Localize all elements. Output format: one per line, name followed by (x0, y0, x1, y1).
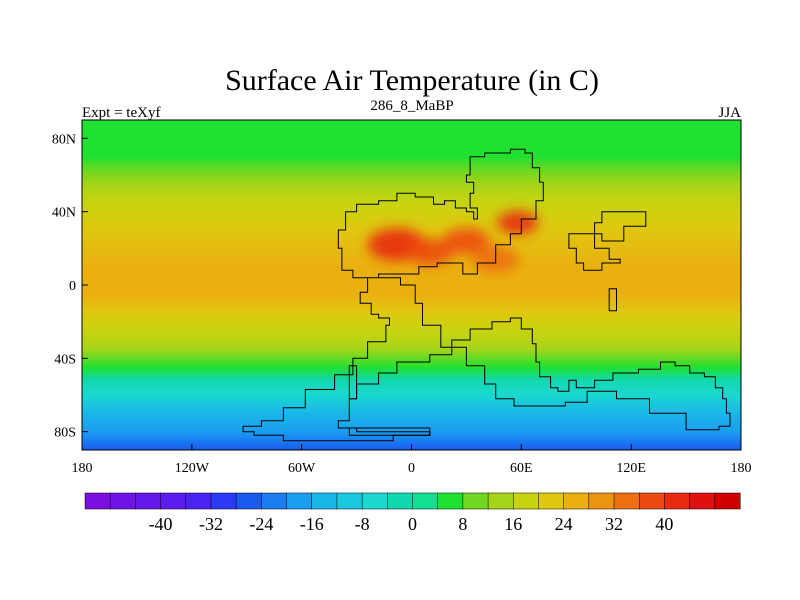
colorbar-label: -8 (355, 514, 370, 534)
colorbar-label: 32 (605, 514, 623, 534)
colorbar-box (135, 492, 162, 510)
continent-outline (242, 148, 731, 442)
colorbar-label: 8 (458, 514, 467, 534)
colorbar-box (513, 492, 540, 510)
colorbar-box (336, 492, 363, 510)
island-outline (568, 233, 621, 271)
island-outline (608, 288, 617, 312)
subtitle-right: JJA (718, 105, 741, 121)
pangaea-outline (242, 148, 731, 442)
island-outline (348, 365, 358, 400)
subtitle-center: 286_8_MaBP (370, 98, 453, 114)
colorbar-label: -24 (249, 514, 273, 534)
colorbar-box (160, 492, 187, 510)
subtitle-left: Expt = teXyf (82, 105, 160, 121)
x-tick-label: 180 (72, 461, 93, 476)
colorbar-label: -16 (300, 514, 324, 534)
colorbar-box (286, 492, 313, 510)
y-tick-label: 40N (52, 206, 76, 221)
colorbar-box (638, 492, 665, 510)
y-tick-label: 80N (52, 132, 76, 147)
colorbar-box (387, 492, 414, 510)
colorbar-label: 16 (504, 514, 522, 534)
x-tick-label: 60E (510, 461, 533, 476)
x-tick-label: 0 (408, 461, 415, 476)
colorbar-box (261, 492, 288, 510)
island-outline (348, 427, 431, 436)
colorbar-box (84, 492, 111, 510)
colorbar-label: -32 (199, 514, 223, 534)
colorbar-label: 40 (655, 514, 673, 534)
x-tick-label: 120E (616, 461, 646, 476)
colorbar-box (613, 492, 640, 510)
colorbar-box (563, 492, 590, 510)
colorbar: -40 -32 -24 -16 -8 0 8 16 24 32 40 (84, 492, 741, 534)
colorbar-box (664, 492, 691, 510)
x-tick-label: 60W (288, 461, 316, 476)
chart-title: Surface Air Temperature (in C) (225, 64, 599, 97)
colorbar-box (210, 492, 237, 510)
x-tick-label: 120W (175, 461, 210, 476)
colorbar-label: 0 (408, 514, 417, 534)
x-axis: 180 120W 60W 0 60E 120E 180 (72, 444, 752, 476)
island-outline (594, 211, 647, 242)
colorbar-box (462, 492, 489, 510)
colorbar-box (487, 492, 514, 510)
x-tick-label: 180 (731, 461, 752, 476)
y-axis: 80N 40N 0 40S 80S (52, 132, 88, 441)
warm-anomaly (497, 211, 539, 235)
colorbar-box (714, 492, 741, 510)
temperature-map (81, 119, 742, 451)
warm-anomaly (442, 227, 490, 255)
colorbar-box (588, 492, 615, 510)
colorbar-box (361, 492, 388, 510)
y-tick-label: 80S (54, 426, 76, 441)
y-tick-label: 40S (54, 352, 76, 367)
colorbar-label: 24 (555, 514, 573, 534)
colorbar-box (235, 492, 262, 510)
warm-anomaly (406, 238, 454, 266)
colorbar-box (689, 492, 716, 510)
y-tick-label: 0 (69, 279, 76, 294)
colorbar-box (311, 492, 338, 510)
colorbar-label: -40 (149, 514, 173, 534)
colorbar-box (185, 492, 212, 510)
colorbar-box (109, 492, 136, 510)
colorbar-box (412, 492, 439, 510)
colorbar-box (437, 492, 464, 510)
colorbar-box (538, 492, 565, 510)
